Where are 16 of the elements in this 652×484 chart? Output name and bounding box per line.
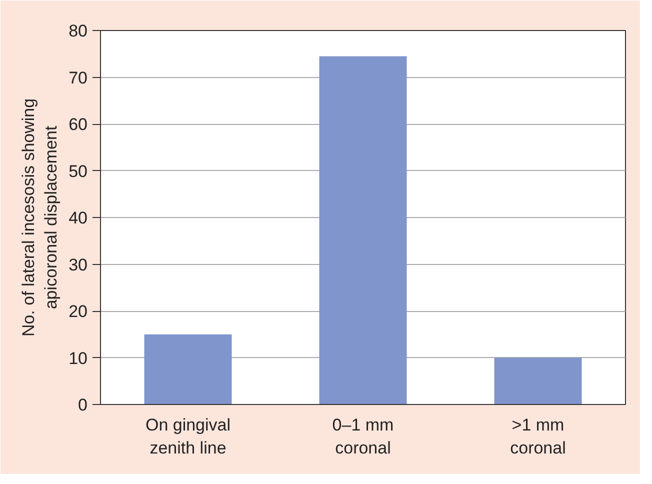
x-tick-label: On gingival zenith line [145, 416, 231, 458]
y-tick-label: 0 [78, 396, 88, 414]
y-tick-label: 70 [68, 68, 88, 88]
bar [494, 358, 582, 404]
y-tick-label: 20 [68, 302, 88, 321]
y-axis-title: No. of lateral incesosis showing apicoronal displacement [18, 98, 61, 337]
y-tick-label: 40 [68, 208, 88, 228]
bar [144, 334, 232, 404]
y-tick-label: 60 [68, 115, 88, 134]
x-tick-label: 0–1 mm coronal [332, 416, 394, 458]
y-tick-label: 50 [68, 162, 88, 181]
x-tick-label: >1 mm coronal [510, 416, 566, 458]
y-tick-label: 10 [68, 348, 88, 368]
y-tick-label: 30 [68, 255, 88, 274]
bar [319, 56, 407, 404]
y-tick-label: 80 [68, 22, 88, 40]
